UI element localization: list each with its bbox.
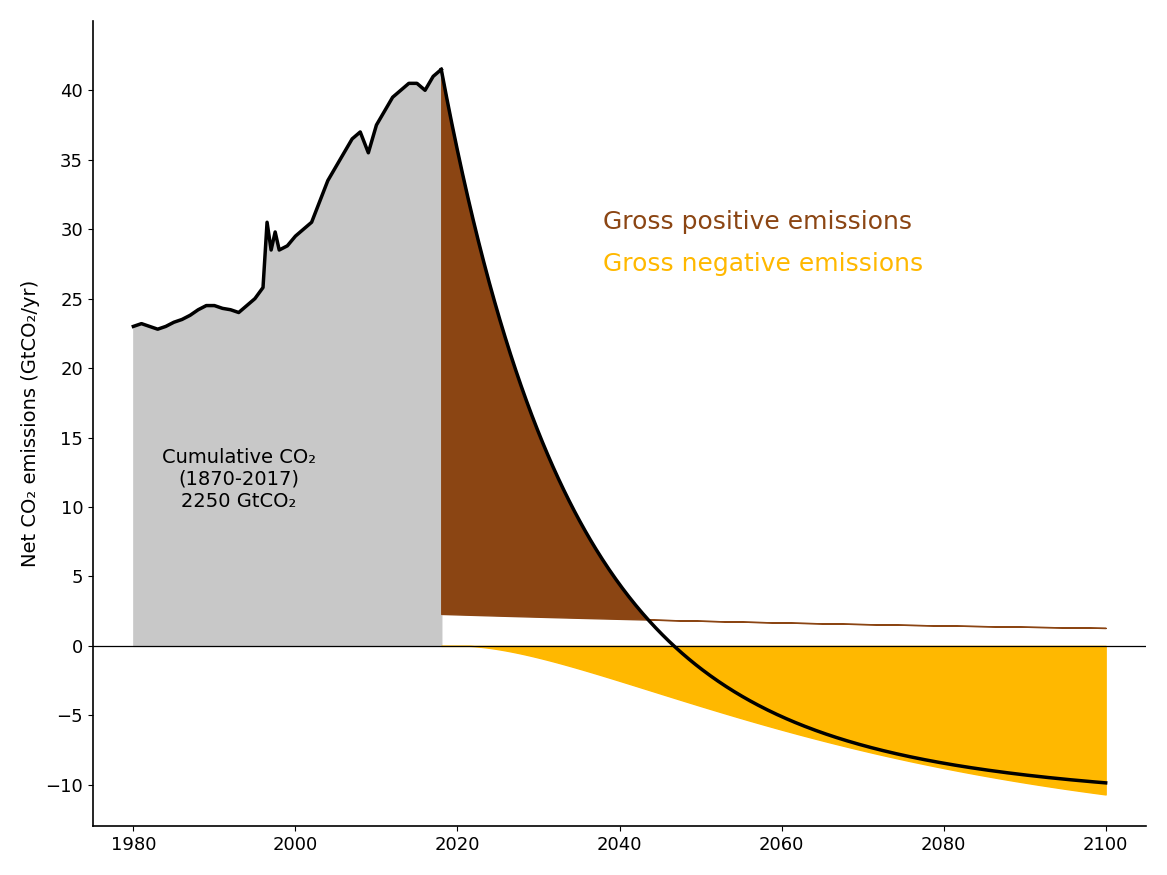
Y-axis label: Net CO₂ emissions (GtCO₂/yr): Net CO₂ emissions (GtCO₂/yr) (21, 280, 40, 567)
Text: Gross positive emissions: Gross positive emissions (603, 210, 913, 235)
Text: Gross negative emissions: Gross negative emissions (603, 252, 923, 276)
Text: Cumulative CO₂
(1870-2017)
2250 GtCO₂: Cumulative CO₂ (1870-2017) 2250 GtCO₂ (162, 448, 316, 511)
